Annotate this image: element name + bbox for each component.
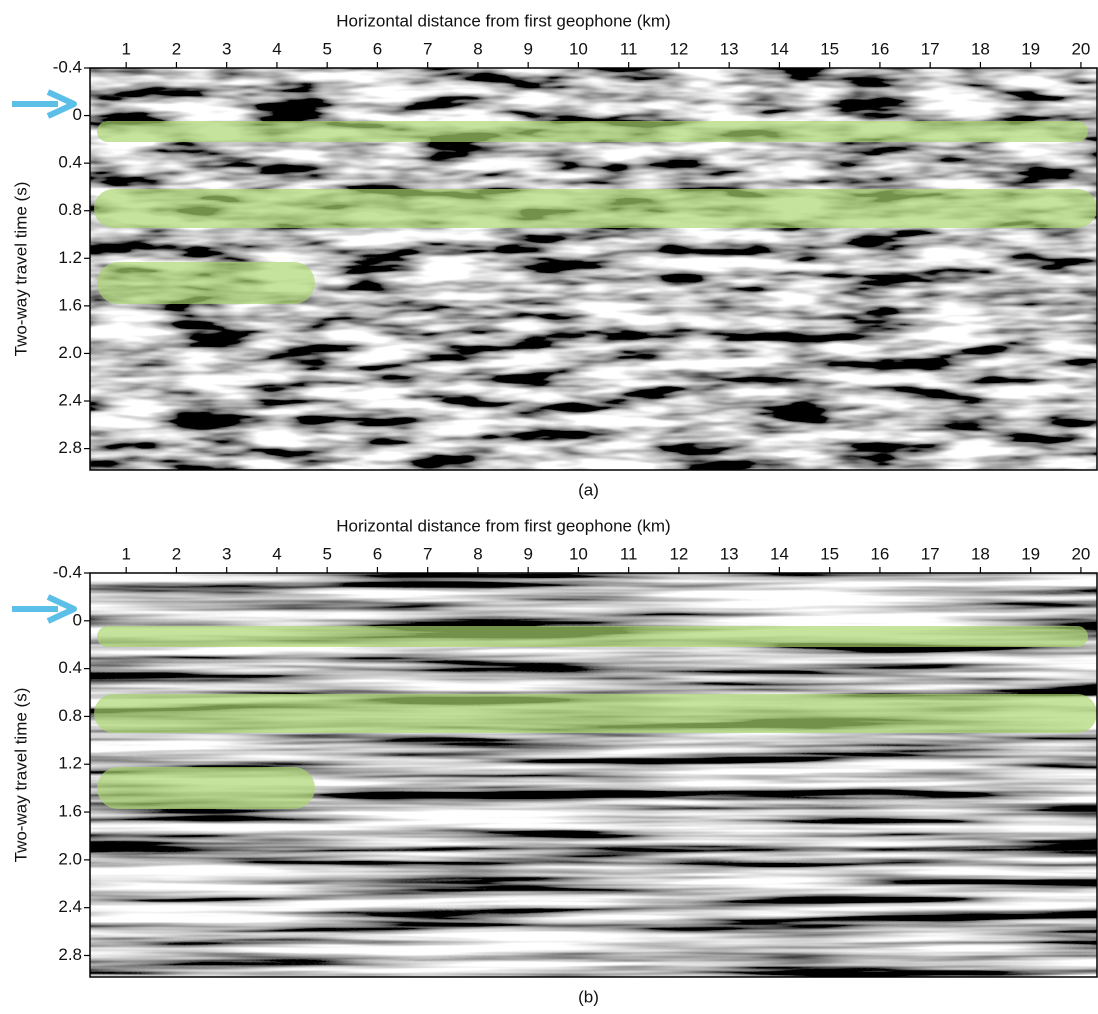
- x-tick-label: 18: [971, 39, 990, 58]
- highlight-band: [97, 767, 315, 809]
- y-tick-label: -0.4: [53, 57, 82, 76]
- x-tick-label: 19: [1021, 39, 1040, 58]
- caption: (a): [578, 480, 599, 499]
- x-tick-label: 8: [473, 544, 482, 563]
- x-tick-label: 16: [870, 544, 889, 563]
- x-tick-label: 9: [523, 544, 532, 563]
- y-tick-label: 1.2: [58, 248, 82, 267]
- x-tick-label: 18: [971, 544, 990, 563]
- plot-frame: [89, 67, 1098, 471]
- y-tick-label: 2.0: [58, 343, 82, 362]
- x-tick-label: 11: [620, 544, 638, 563]
- y-tick-label: 2.4: [58, 391, 82, 410]
- x-tick-label: 3: [222, 544, 231, 563]
- x-tick-label: 13: [720, 39, 739, 58]
- x-tick-label: 7: [423, 544, 432, 563]
- x-tick-label: 14: [770, 544, 789, 563]
- x-tick-label: 10: [569, 39, 588, 58]
- x-tick-label: 7: [423, 39, 432, 58]
- x-tick-label: 9: [523, 39, 532, 58]
- y-tick-label: 0.4: [58, 658, 82, 677]
- y-tick-label: 1.6: [58, 295, 82, 314]
- x-tick-label: 1: [121, 39, 130, 58]
- y-tick-label: 0.8: [58, 706, 82, 725]
- x-tick-label: 17: [921, 39, 940, 58]
- x-tick-label: 5: [322, 39, 331, 58]
- seismic-panel: 1 2 3 4 5 6 7 8 9 10 11 12 13 14 15 16 17 18 19 20-0.400.40…: [11, 516, 1098, 1006]
- x-tick-label: 5: [322, 544, 331, 563]
- highlight-band: [94, 694, 1097, 733]
- y-tick-label: -0.4: [53, 562, 82, 581]
- x-tick-label: 12: [669, 544, 688, 563]
- x-tick-label: 6: [373, 544, 382, 563]
- y-tick-label: 0: [73, 105, 82, 124]
- highlight-band: [97, 121, 1088, 142]
- x-tick-label: 4: [272, 39, 281, 58]
- x-tick-label: 17: [921, 544, 940, 563]
- x-axis-title: Horizontal distance from first geophone …: [336, 11, 670, 30]
- y-tick-label: 2.8: [58, 438, 82, 457]
- x-tick-label: 6: [373, 39, 382, 58]
- x-tick-label: 4: [272, 544, 281, 563]
- x-tick-label: 1: [121, 544, 130, 563]
- plot-frame: [89, 572, 1098, 978]
- x-tick-label: 15: [820, 544, 839, 563]
- caption: (b): [578, 987, 599, 1006]
- x-tick-label: 12: [669, 39, 688, 58]
- y-tick-label: 2.8: [58, 945, 82, 964]
- pointer-arrow-head: [46, 594, 77, 624]
- pointer-arrow-head: [46, 89, 77, 119]
- x-tick-label: 20: [1071, 39, 1090, 58]
- highlight-band: [94, 189, 1097, 228]
- y-axis-title: Two-way travel time (s): [11, 688, 30, 863]
- y-tick-label: 0: [73, 610, 82, 629]
- y-tick-label: 0.8: [58, 200, 82, 219]
- x-tick-label: 19: [1021, 544, 1040, 563]
- highlight-band: [97, 262, 315, 304]
- y-tick-label: 2.0: [58, 849, 82, 868]
- x-axis-title: Horizontal distance from first geophone …: [336, 516, 670, 535]
- seismic-panel: 1 2 3 4 5 6 7 8 9 10 11 12 13 14 15 16 17 18 19 20-0.400.40…: [11, 11, 1098, 499]
- x-tick-label: 10: [569, 544, 588, 563]
- x-tick-label: 14: [770, 39, 789, 58]
- highlight-band: [97, 626, 1088, 647]
- x-tick-label: 3: [222, 39, 231, 58]
- x-tick-label: 13: [720, 544, 739, 563]
- y-tick-label: 1.6: [58, 802, 82, 821]
- y-tick-label: 1.2: [58, 754, 82, 773]
- x-tick-label: 2: [172, 39, 181, 58]
- x-tick-label: 16: [870, 39, 889, 58]
- x-tick-label: 11: [620, 39, 638, 58]
- y-axis-title: Two-way travel time (s): [11, 182, 30, 357]
- x-tick-label: 15: [820, 39, 839, 58]
- y-tick-label: 2.4: [58, 897, 82, 916]
- y-tick-label: 0.4: [58, 153, 82, 172]
- x-tick-label: 2: [172, 544, 181, 563]
- x-tick-label: 8: [473, 39, 482, 58]
- x-tick-label: 20: [1071, 544, 1090, 563]
